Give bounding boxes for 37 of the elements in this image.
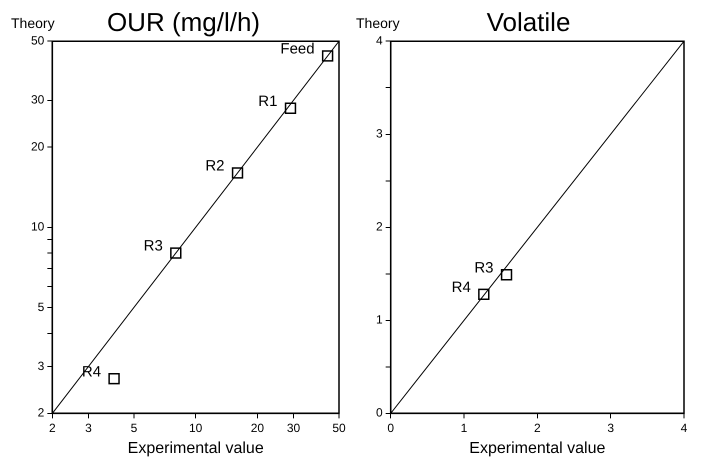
x-tick-label: 30 bbox=[286, 420, 301, 435]
y-tick-label: 3 bbox=[376, 126, 383, 141]
chart-title: Volatile bbox=[486, 6, 570, 37]
x-axis-title: Experimental value bbox=[469, 440, 606, 457]
annotation: R4 bbox=[82, 363, 102, 380]
y-tick-label: 20 bbox=[30, 139, 45, 154]
y-tick-label: 1 bbox=[376, 312, 383, 327]
y-tick-label: 4 bbox=[376, 34, 383, 48]
x-tick-label: 10 bbox=[188, 420, 203, 435]
y-tick-label: 5 bbox=[38, 300, 45, 314]
y-tick-label: 50 bbox=[30, 34, 45, 48]
x-tick-label: 2 bbox=[49, 420, 56, 435]
x-tick-label: 1 bbox=[460, 420, 468, 435]
annotation: R4 bbox=[452, 278, 471, 296]
x-tick-label: 50 bbox=[332, 420, 346, 435]
annotation: R1 bbox=[258, 92, 278, 110]
annotation: R3 bbox=[474, 259, 494, 276]
x-tick-label: 2 bbox=[534, 420, 541, 435]
x-tick-label: 4 bbox=[680, 420, 688, 435]
annotation: R3 bbox=[144, 238, 163, 255]
x-tick-label: 3 bbox=[85, 420, 92, 435]
x-tick-label: 20 bbox=[250, 420, 264, 435]
x-tick-label: 0 bbox=[387, 420, 394, 435]
x-axis-title: Experimental value bbox=[128, 440, 264, 457]
y-axis-title: Theory bbox=[11, 15, 55, 32]
y-tick-label: 2 bbox=[38, 406, 45, 420]
x-tick-label: 5 bbox=[130, 420, 138, 435]
y-tick-label: 3 bbox=[38, 358, 45, 373]
y-tick-label: 0 bbox=[376, 406, 383, 420]
x-tick-label: 3 bbox=[607, 420, 614, 435]
y-tick-label: 2 bbox=[376, 220, 383, 234]
y-axis-title: Theory bbox=[356, 15, 400, 32]
annotation: Feed bbox=[280, 40, 315, 58]
y-tick-label: 10 bbox=[30, 220, 45, 234]
chart-title: OUR (mg/l/h) bbox=[106, 6, 260, 37]
annotation: R2 bbox=[205, 158, 225, 175]
y-tick-label: 30 bbox=[30, 92, 45, 107]
